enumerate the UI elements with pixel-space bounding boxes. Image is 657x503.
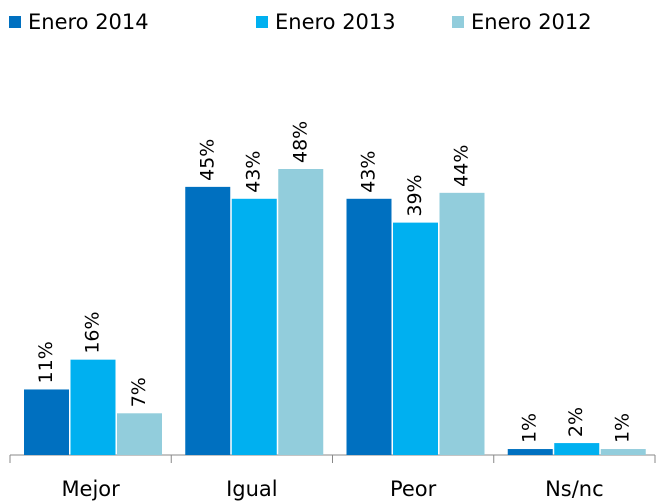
x-tick-label: Mejor xyxy=(61,477,120,501)
data-label: 44% xyxy=(451,145,473,187)
x-tick-label: Peor xyxy=(390,477,437,501)
legend-swatch xyxy=(9,16,21,28)
bar xyxy=(117,413,162,455)
data-label: 11% xyxy=(35,341,57,383)
bar xyxy=(554,443,600,455)
bar xyxy=(600,449,646,455)
bar xyxy=(507,449,553,455)
bar xyxy=(185,186,231,455)
data-label: 39% xyxy=(404,174,426,216)
bar xyxy=(70,359,116,455)
data-label: 43% xyxy=(243,151,265,193)
legend-swatch xyxy=(256,16,268,28)
data-label: 2% xyxy=(565,407,587,437)
data-label: 45% xyxy=(196,139,218,181)
bar xyxy=(231,198,277,455)
x-tick-label: Ns/nc xyxy=(545,477,604,501)
x-tick-label: Igual xyxy=(226,477,278,501)
bar xyxy=(278,169,324,455)
data-label: 7% xyxy=(128,377,150,407)
data-label: 48% xyxy=(289,121,311,163)
legend-label: Enero 2013 xyxy=(275,10,396,34)
data-label: 16% xyxy=(82,311,104,353)
legend-label: Enero 2014 xyxy=(28,10,149,34)
bar xyxy=(24,389,69,455)
legend-swatch xyxy=(452,16,464,28)
bar xyxy=(439,192,485,456)
data-label: 1% xyxy=(519,413,541,443)
bar xyxy=(346,198,392,455)
bar xyxy=(393,222,438,455)
data-label: 1% xyxy=(612,413,634,443)
legend-label: Enero 2012 xyxy=(471,10,592,34)
data-label: 43% xyxy=(358,151,380,193)
